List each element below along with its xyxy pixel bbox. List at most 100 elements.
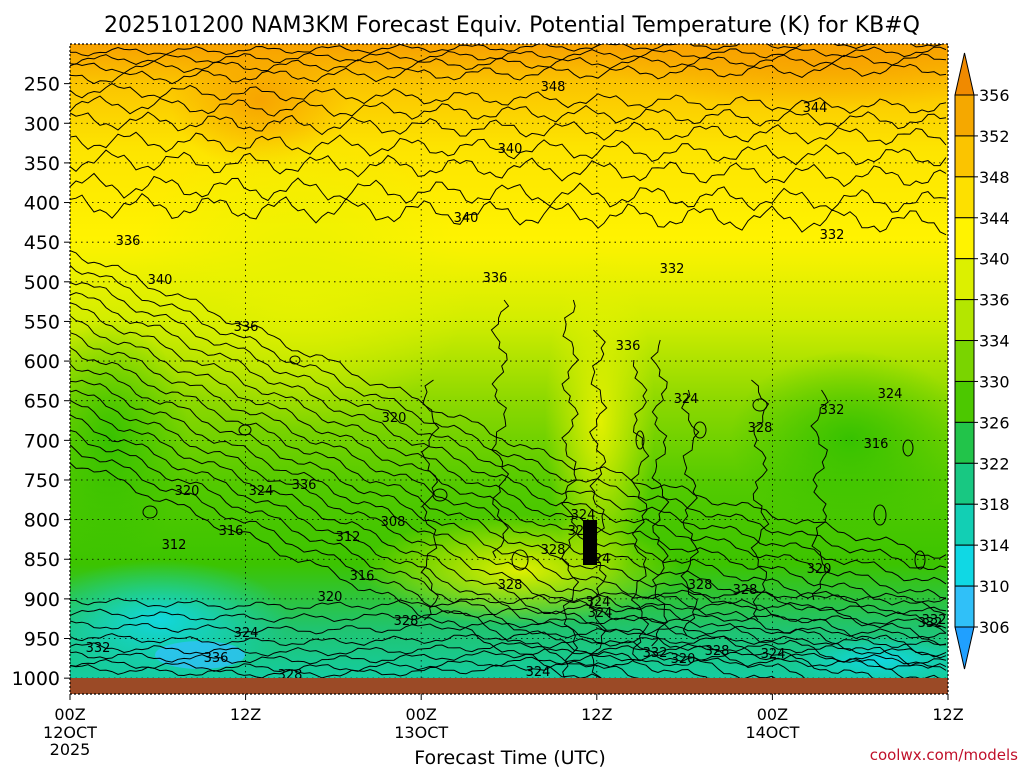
x-day-label: 13OCT [394,723,448,742]
contour-line [70,389,940,694]
contour-value-label: 324 [249,484,274,499]
closed-contour [511,549,529,571]
contour-value-label: 320 [318,590,343,605]
y-tick-label: 750 [24,470,60,492]
y-tick-label: 600 [24,351,60,373]
tight-contour-core [583,520,597,565]
x-tick-label: 00Z [406,705,437,724]
x-axis-title: Forecast Time (UTC) [414,747,605,768]
contour-value-label: 328 [705,644,730,659]
contour-line [630,359,650,661]
contour-value-label: 344 [803,101,828,116]
contour-value-label: 332 [820,228,845,243]
y-tick-label: 800 [24,510,60,532]
closed-contour [635,430,645,450]
y-tick-label: 450 [24,232,60,254]
contour-line [70,44,943,57]
contour-line [70,399,871,694]
colorbar-tick-label: 356 [979,86,1010,105]
closed-contour [432,488,448,502]
colorbar-bottom-arrow [954,626,975,670]
credit-text: coolwx.com/models [870,746,1018,764]
contour-value-label: 324 [526,665,551,680]
colorbar-tick-label: 336 [979,291,1010,310]
contour-value-label: 316 [350,569,375,584]
contour-value-label: 320 [807,562,832,577]
colorbar-tick-label: 314 [979,536,1010,555]
contour-value-label: 316 [864,437,889,452]
colorbar-swatch [954,380,975,423]
contour-value-label: 328 [688,578,713,593]
chart-title: 2025101200 NAM3KM Forecast Equiv. Potent… [104,13,920,38]
ground-bar [70,678,948,694]
contour-line [420,379,440,621]
contour-value-label: 332 [660,262,685,277]
contour-value-label: 316 [219,524,244,539]
colorbar-tick-label: 340 [979,250,1010,269]
y-tick-label: 500 [24,272,60,294]
contour-value-label: 348 [541,80,566,95]
contour-value-label: 324 [586,595,611,610]
contour-line [70,625,947,647]
closed-contour [142,505,158,519]
closed-contour [873,504,887,526]
colorbar-tick-label: 310 [979,577,1010,596]
colorbar-swatch [954,299,975,342]
contour-line [589,329,608,679]
contour-line [70,95,947,130]
contour-value-label: 340 [498,142,523,157]
colorbar: 356 352 348 344 340 336 334 330 326 322 318 314 310 3… [954,52,1010,670]
y-tick-label: 850 [24,549,60,571]
x-tick-label: 00Z [757,705,788,724]
colorbar-tick-label: 344 [979,209,1010,228]
y-tick-label: 300 [24,113,60,135]
contour-value-label: 340 [454,211,479,226]
contour-line [70,347,947,658]
contour-line [70,315,947,634]
colorbar-swatch [954,421,975,464]
contour-line [70,82,947,114]
x-day-label: 14OCT [745,723,799,742]
colorbar-swatch [954,94,975,137]
contour-value-label: 336 [292,478,317,493]
colorbar-swatch [954,258,975,301]
contour-line [70,282,947,585]
contour-value-label: 328 [733,583,758,598]
contour-value-label: 308 [381,515,406,530]
contour-value-label: 320 [671,652,696,667]
contour-line [70,429,773,694]
contour-value-label: 328 [498,578,523,593]
contour-line [70,444,704,694]
contour-value-label: 336 [483,271,508,286]
colorbar-tick-label: 322 [979,454,1010,473]
contour-line [70,111,947,146]
contour-value-label: 324 [878,387,903,402]
y-axis: 250 300 350 400 450 500 550 600 650 700 750 800 850 9… [12,74,70,690]
contour-value-label: 336 [616,339,641,354]
contour-value-label: 328 [568,524,593,539]
contour-value-label: 328 [541,543,566,558]
contour-line [70,379,947,682]
x-tick-label: 12Z [932,705,963,724]
y-tick-label: 700 [24,430,60,452]
contour-value-label: 336 [116,234,141,249]
colorbar-tick-label: 306 [979,618,1010,637]
colorbar-tick-label: 348 [979,168,1010,187]
contour-value-label: 324 [586,552,611,567]
colorbar-tick-label: 330 [979,372,1010,391]
contour-line [680,389,700,637]
colorbar-swatch [954,135,975,178]
grid-lines [70,44,948,694]
colorbar-tick-label: 318 [979,495,1010,514]
x-tick-label: 00Z [54,705,85,724]
closed-contour [902,439,914,457]
colorbar-swatch [954,462,975,505]
closed-contour [238,424,252,436]
green-midlevel-left [70,320,190,560]
contour-line [650,339,670,647]
contour-lines [70,44,947,694]
colorbar-swatch [954,503,975,546]
contour-line [750,379,770,621]
